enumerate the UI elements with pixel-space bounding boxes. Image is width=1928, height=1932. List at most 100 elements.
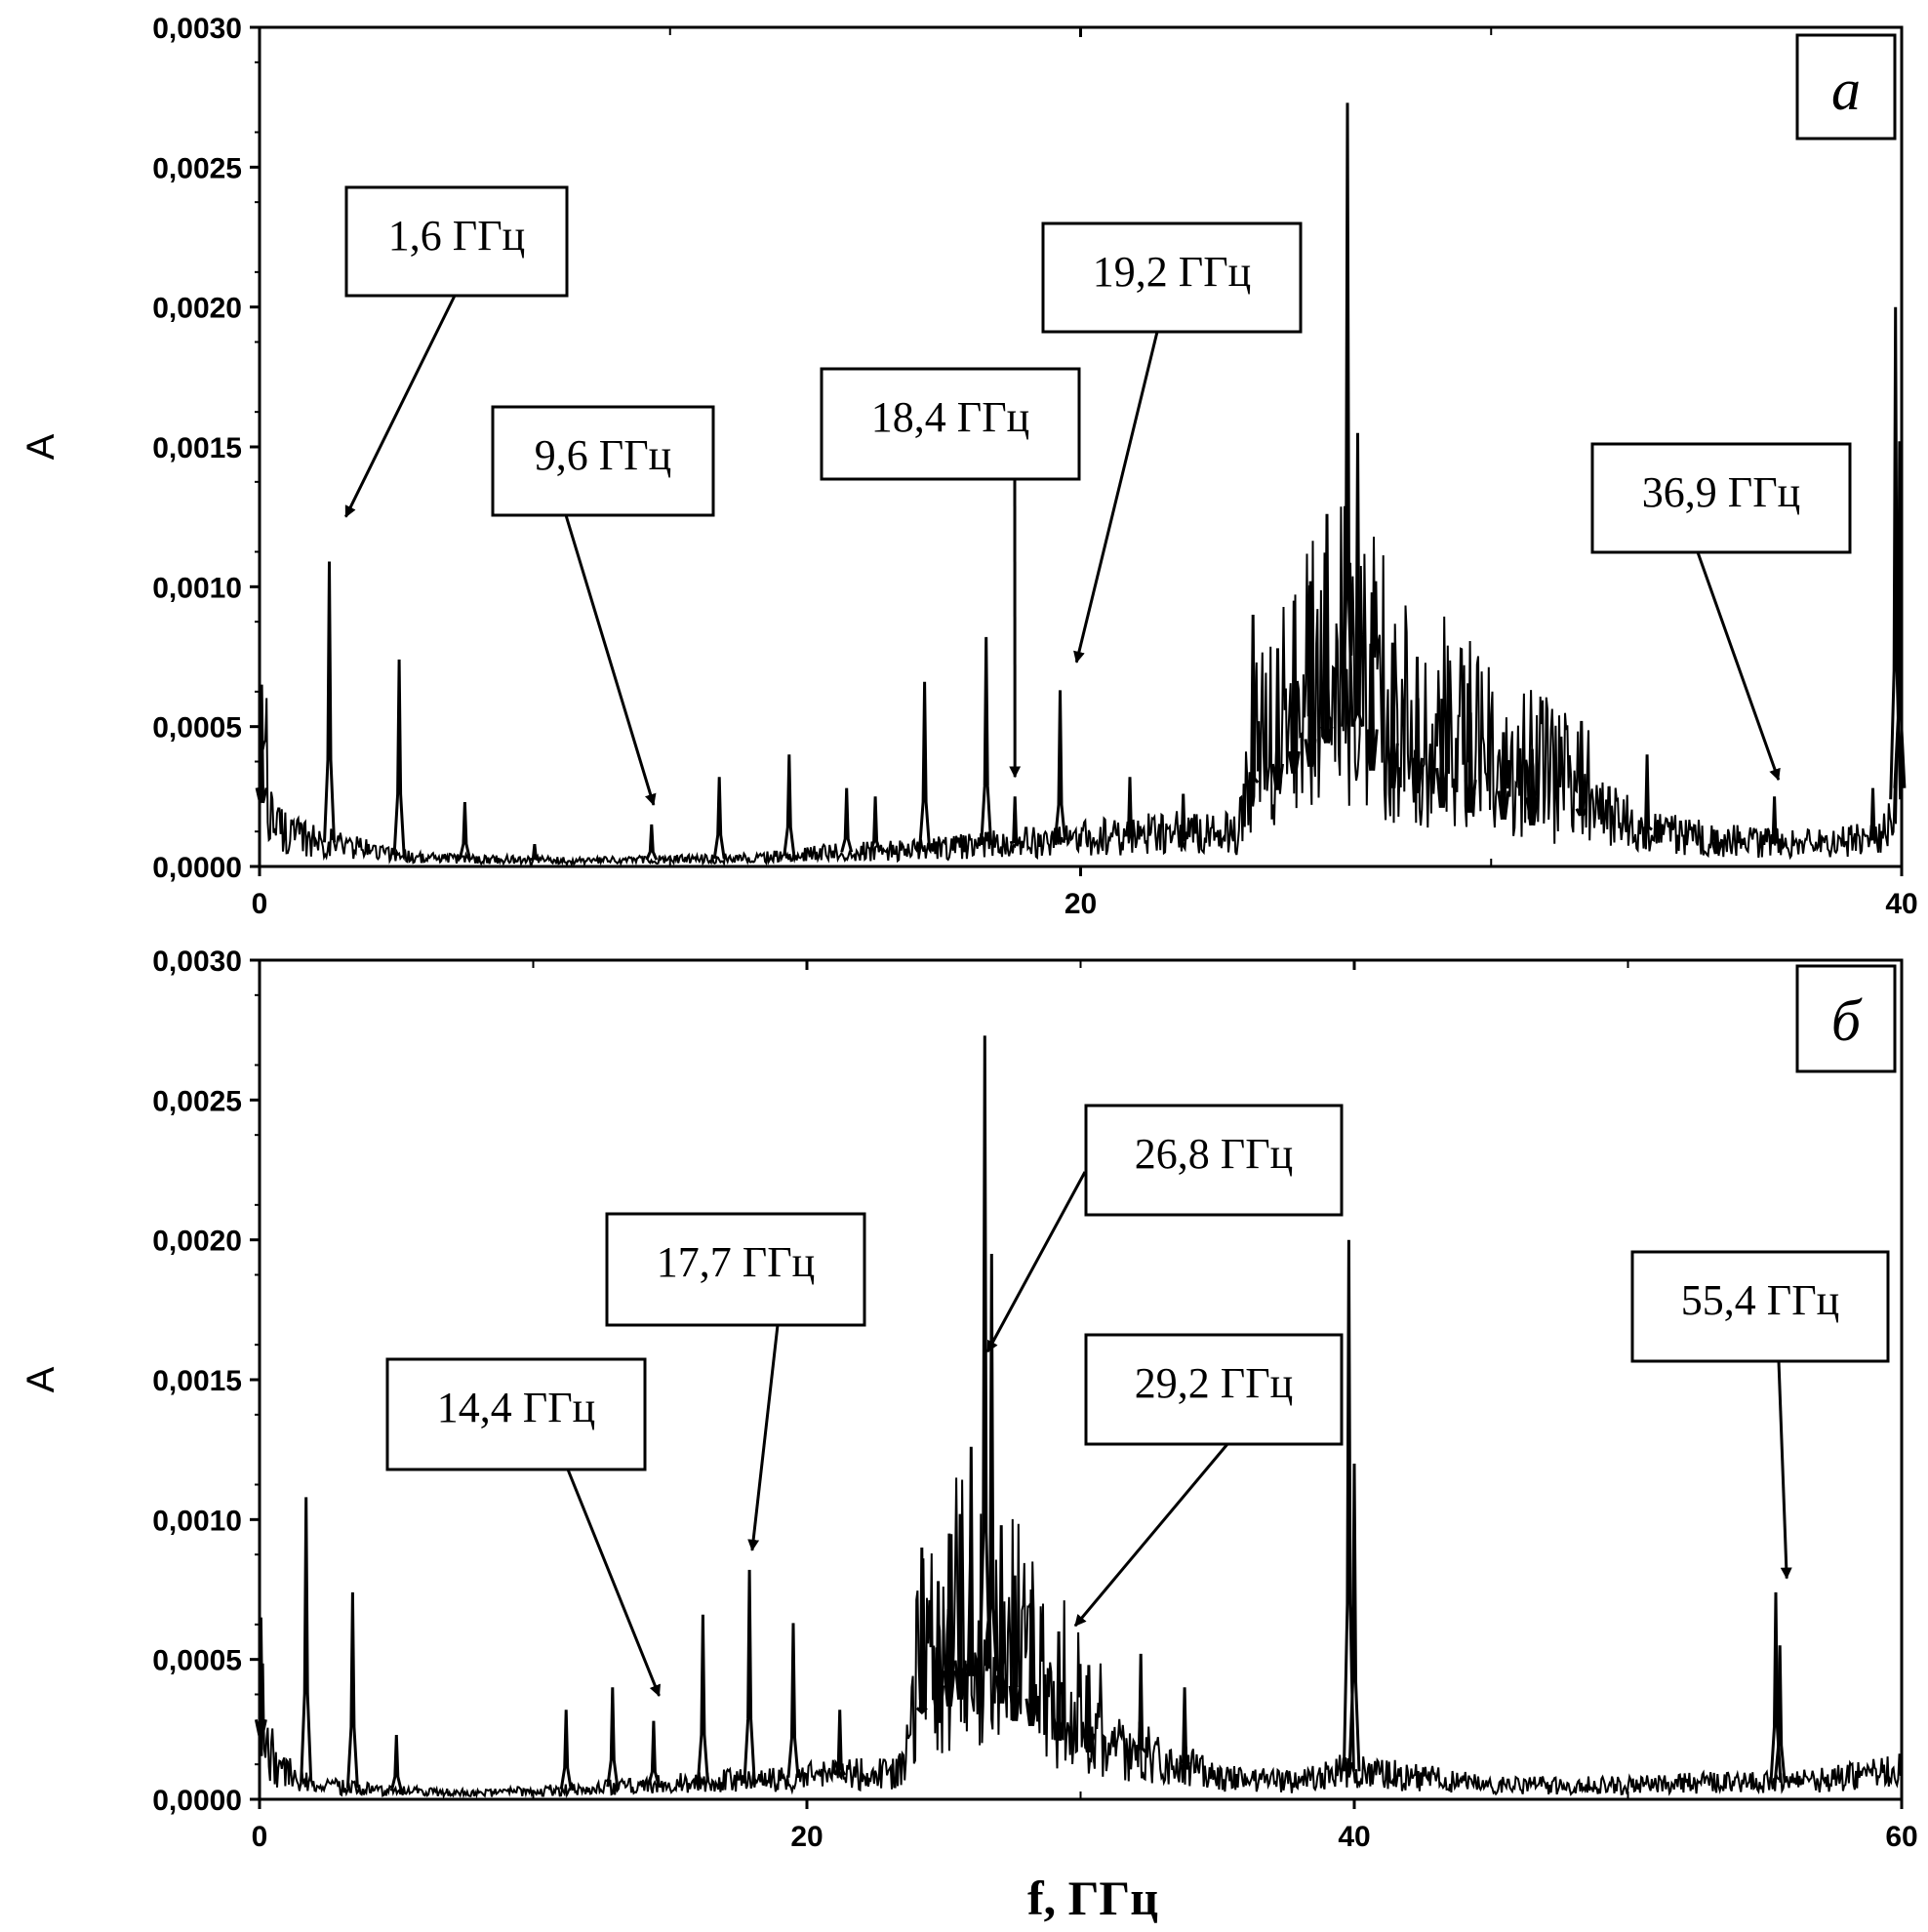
spectral-peak	[1411, 656, 1424, 793]
spectral-peak	[645, 824, 659, 861]
spectral-peak	[1386, 642, 1399, 788]
spectrum-line	[259, 1477, 1903, 1800]
spectral-peak	[1024, 1589, 1038, 1726]
y-tick-label: 0,0000	[152, 1785, 242, 1817]
panel-label-box	[1795, 33, 1897, 141]
spectral-peak	[1893, 441, 1907, 788]
annotation: 14,4 ГГц	[385, 1357, 661, 1697]
annotation-arrow	[564, 514, 657, 806]
annotation-arrow	[985, 1171, 1087, 1353]
spectral-peak	[255, 684, 268, 804]
spectral-peak	[1177, 793, 1190, 842]
annotation-box	[605, 1212, 866, 1327]
panel-label: a	[1831, 58, 1861, 122]
spectrum-trace	[254, 1035, 1903, 1800]
x-tick-label: 0	[252, 888, 268, 920]
spectral-peak	[1082, 1665, 1096, 1753]
y-tick-label: 0,0010	[152, 1505, 242, 1537]
y-tick-label: 0,0005	[152, 712, 242, 745]
x-axis-label: f, ГГц	[1027, 1871, 1158, 1925]
y-tick-label: 0,0030	[152, 13, 242, 45]
spectral-peak	[1641, 754, 1653, 831]
spectral-peak	[254, 1617, 267, 1737]
annotation-arrow	[344, 295, 457, 518]
annotation-arrow	[1777, 1360, 1792, 1580]
annotation-box	[1084, 1333, 1344, 1446]
y-tick-label: 0,0030	[152, 946, 242, 978]
spectral-peak	[1342, 1239, 1355, 1772]
annotation-box	[491, 405, 715, 517]
spectral-peak	[559, 1710, 573, 1790]
annotation-label: 29,2 ГГц	[1135, 1359, 1293, 1407]
spectral-peak	[1052, 1630, 1065, 1742]
x-tick-label: 40	[1885, 888, 1917, 920]
panel-label-box	[1795, 964, 1897, 1073]
spectral-peak	[1178, 1687, 1191, 1766]
annotations: 14,4 ГГц 17,7 ГГц 26,8 ГГц 29,2 ГГц 55,4 ГГц	[385, 1104, 1890, 1697]
annotation: 36,9 ГГц	[1590, 442, 1852, 782]
y-axis-label: A	[20, 1366, 62, 1392]
annotation-box	[1084, 1104, 1344, 1217]
spectral-peak	[1135, 1653, 1147, 1753]
annotation: 55,4 ГГц	[1630, 1250, 1890, 1580]
spectral-peak	[647, 1720, 661, 1786]
x-tick-label: 20	[1064, 888, 1097, 920]
spectral-peak	[392, 659, 406, 856]
spectral-peak	[932, 1581, 945, 1723]
spectral-peak	[696, 1614, 709, 1783]
spectral-peak	[953, 1513, 967, 1700]
axis-ticks: 0,0000 0,0005 0,0010 0,0015 0,0020 0,0025 0,00…	[152, 946, 1917, 1853]
annotation-label: 36,9 ГГц	[1642, 468, 1800, 516]
annotation: 26,8 ГГц	[985, 1104, 1344, 1353]
spectral-peak	[1497, 732, 1510, 820]
spectral-peak	[1008, 1575, 1022, 1721]
annotation-arrow	[1696, 551, 1781, 782]
y-tick-label: 0,0015	[152, 432, 242, 464]
spectral-peak	[1247, 614, 1260, 784]
spectral-peak	[1868, 787, 1878, 841]
spectral-peak	[915, 1547, 928, 1715]
spectral-peak	[458, 802, 471, 860]
panel-b: A 0,00000,00050,00100,00150,00200,00250,…	[20, 946, 1918, 1925]
annotation-label: 19,2 ГГц	[1093, 248, 1251, 296]
spectral-peak	[389, 1735, 403, 1791]
spectral-peak	[786, 1623, 800, 1778]
annotation-box	[344, 185, 569, 298]
y-tick-label: 0,0025	[152, 152, 242, 184]
spectral-peak	[1769, 796, 1780, 844]
y-tick-label: 0,0015	[152, 1365, 242, 1397]
annotation-box	[385, 1357, 647, 1471]
spectral-peak	[1287, 600, 1301, 774]
annotation-label: 1,6 ГГц	[388, 212, 525, 260]
spectral-peak	[1365, 592, 1379, 771]
axis-ticks: 0,0000 0,0005 0,0010 0,0015 0,0020 0,0025 0,00…	[152, 13, 1917, 920]
annotation-arrow	[566, 1469, 661, 1697]
spectral-peak	[606, 1687, 620, 1788]
spectral-peak	[1525, 748, 1539, 826]
spectral-peak	[964, 1446, 978, 1677]
spectral-peak	[712, 777, 726, 860]
annotation-arrow	[1073, 331, 1159, 664]
x-tick-label: 40	[1338, 1821, 1370, 1853]
spectral-peak	[300, 1497, 313, 1782]
y-tick-label: 0,0020	[152, 1226, 242, 1258]
spectral-peak	[1125, 777, 1135, 837]
spectral-peak	[345, 1591, 359, 1789]
annotation-label: 55,4 ГГц	[1681, 1276, 1839, 1324]
annotation-label: 17,7 ГГц	[657, 1238, 815, 1286]
spectral-peak	[743, 1569, 756, 1781]
annotation-arrow	[1073, 1443, 1229, 1628]
annotation: 19,2 ГГц	[1041, 221, 1303, 664]
spectral-peak	[1304, 581, 1317, 767]
spectral-peak	[1773, 1645, 1787, 1783]
annotation: 9,6 ГГц	[491, 405, 715, 806]
y-tick-label: 0,0020	[152, 293, 242, 325]
spectral-peak	[1435, 698, 1449, 808]
y-tick-label: 0,0010	[152, 572, 242, 604]
annotation: 18,4 ГГц	[820, 367, 1081, 779]
panel-a: A 0,00000,00050,00100,00150,00200,00250,…	[20, 13, 1918, 920]
spectral-peak	[833, 1710, 847, 1776]
y-tick-label: 0,0025	[152, 1085, 242, 1117]
annotation: 1,6 ГГц	[344, 185, 569, 518]
